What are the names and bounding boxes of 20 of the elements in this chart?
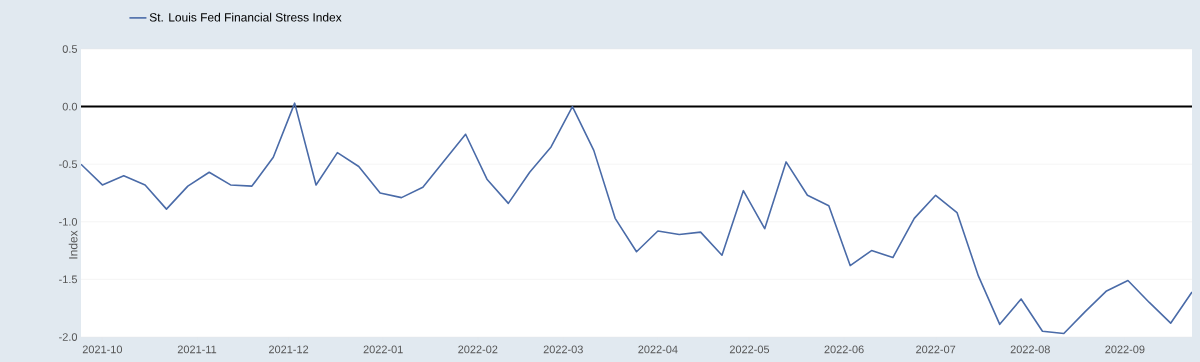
x-tick-label: 2022-07 xyxy=(916,345,956,354)
x-tick-label: 2022-06 xyxy=(824,345,864,354)
x-tick-label: 2021-12 xyxy=(269,345,309,354)
x-tick-label: 2022-04 xyxy=(638,345,678,354)
x-tick-label: 2022-09 xyxy=(1105,345,1145,354)
x-tick-label: 2022-02 xyxy=(458,345,498,354)
x-tick-label: 2022-03 xyxy=(543,345,583,354)
y-tick-label: -1.0 xyxy=(59,217,78,226)
x-tick-label: 2022-01 xyxy=(363,345,403,354)
y-axis-title: Index xyxy=(68,230,78,259)
y-tick-label: -0.5 xyxy=(59,160,78,169)
y-tick-label: 0.5 xyxy=(62,45,78,53)
y-tick-label: 0.0 xyxy=(62,102,78,111)
x-tick-label: 2022-05 xyxy=(729,345,770,354)
legend-label: St. Louis Fed Financial Stress Index xyxy=(149,12,342,22)
y-tick-label: -2.0 xyxy=(59,333,78,341)
y-tick-label: -1.5 xyxy=(59,275,78,284)
x-tick-label: 2021-11 xyxy=(177,345,217,354)
x-tick-label: 2021-10 xyxy=(82,345,123,354)
x-tick-label: 2022-08 xyxy=(1010,345,1050,354)
